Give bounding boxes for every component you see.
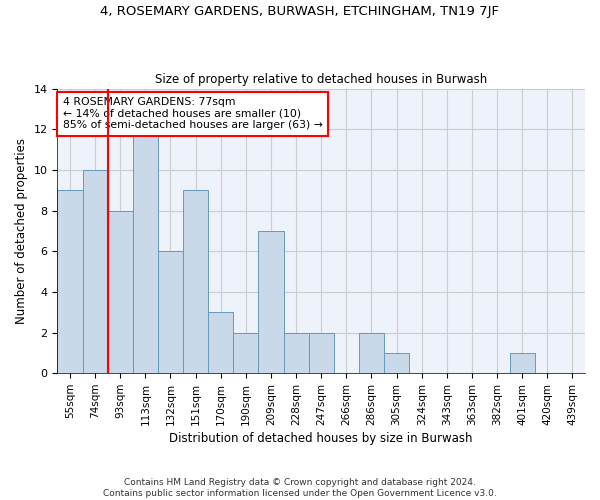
Text: 4 ROSEMARY GARDENS: 77sqm
← 14% of detached houses are smaller (10)
85% of semi-: 4 ROSEMARY GARDENS: 77sqm ← 14% of detac…	[62, 97, 323, 130]
Bar	[509, 353, 535, 373]
Text: 4, ROSEMARY GARDENS, BURWASH, ETCHINGHAM, TN19 7JF: 4, ROSEMARY GARDENS, BURWASH, ETCHINGHAM…	[101, 5, 499, 18]
Bar	[158, 251, 183, 373]
Bar	[259, 231, 284, 373]
Bar	[308, 332, 334, 373]
Bar	[133, 129, 158, 373]
Bar	[58, 190, 83, 373]
Bar	[284, 332, 308, 373]
Text: Contains HM Land Registry data © Crown copyright and database right 2024.
Contai: Contains HM Land Registry data © Crown c…	[103, 478, 497, 498]
Bar	[83, 170, 107, 373]
Bar	[233, 332, 259, 373]
Y-axis label: Number of detached properties: Number of detached properties	[15, 138, 28, 324]
X-axis label: Distribution of detached houses by size in Burwash: Distribution of detached houses by size …	[169, 432, 473, 445]
Bar	[384, 353, 409, 373]
Bar	[183, 190, 208, 373]
Bar	[107, 210, 133, 373]
Bar	[359, 332, 384, 373]
Title: Size of property relative to detached houses in Burwash: Size of property relative to detached ho…	[155, 73, 487, 86]
Bar	[208, 312, 233, 373]
